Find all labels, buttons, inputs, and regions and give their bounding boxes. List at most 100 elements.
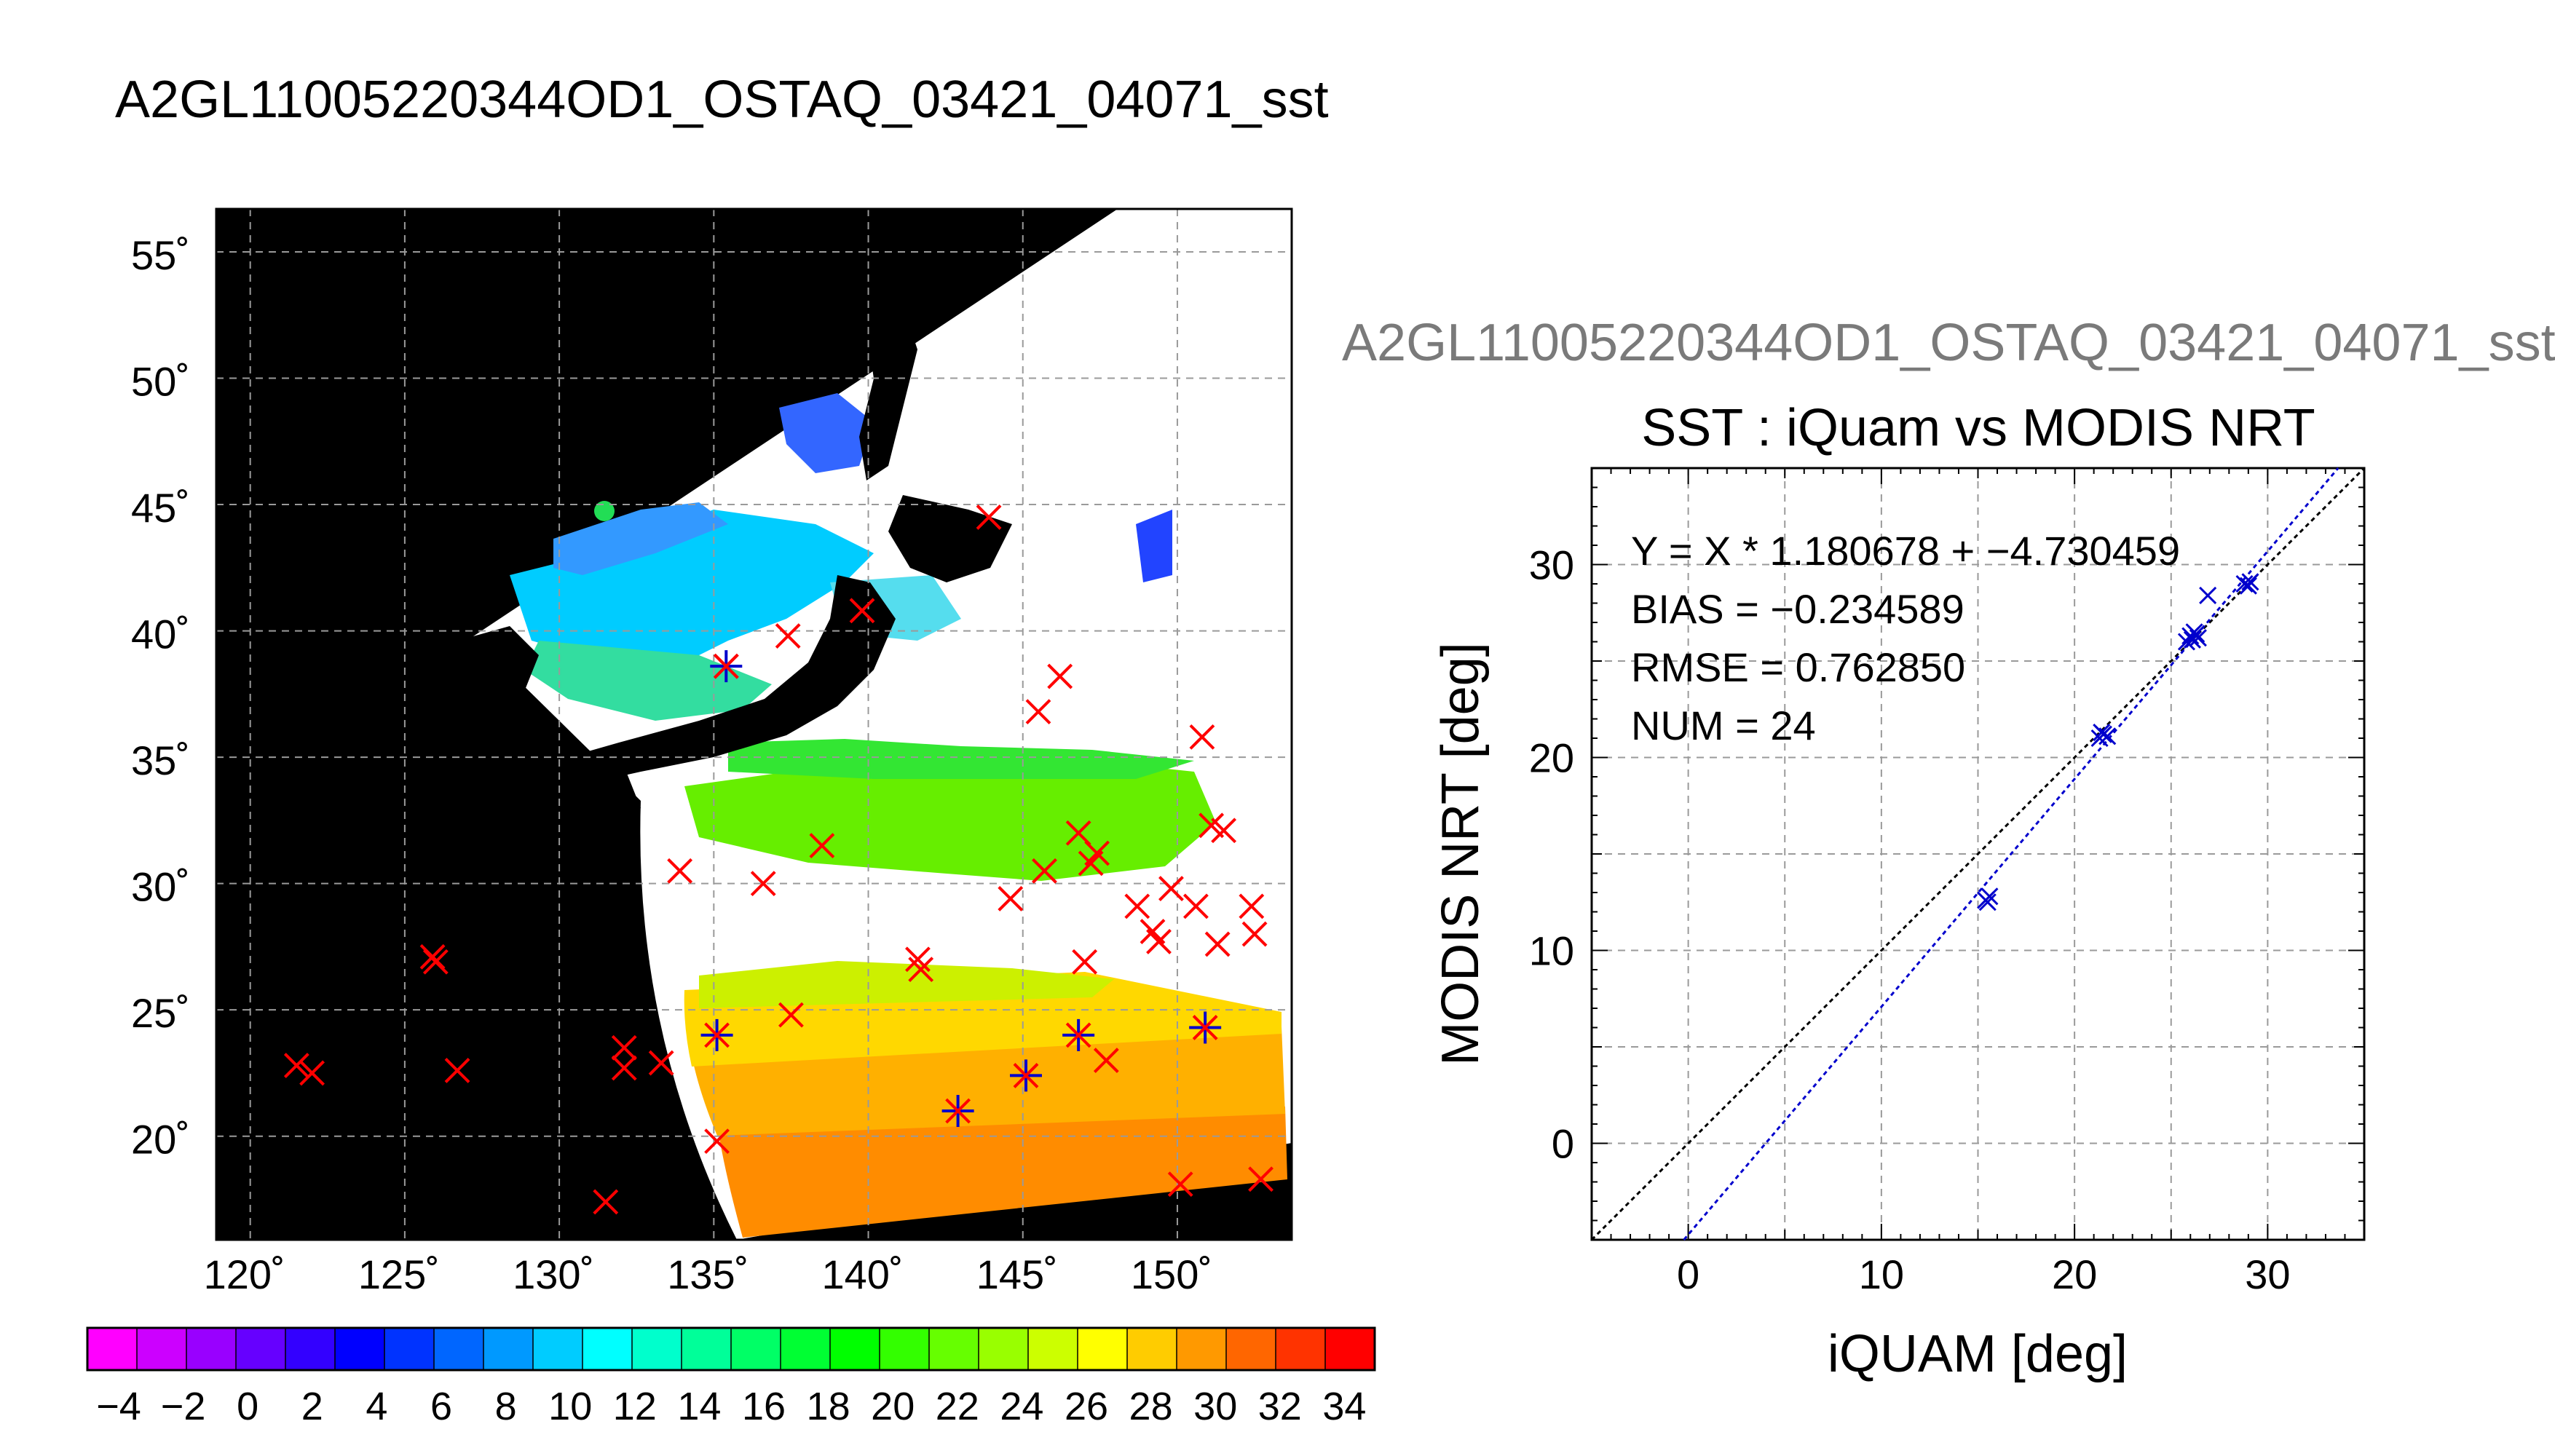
colorbar-label: 4 xyxy=(366,1385,387,1428)
blue-marker xyxy=(1009,1059,1042,1092)
x-axis-label: iQUAM [deg] xyxy=(1828,1325,2128,1383)
colorbar-cell xyxy=(533,1328,583,1370)
land-japan-honshu xyxy=(568,575,896,786)
red-marker-stroke xyxy=(1211,818,1237,844)
colorbar-label: 24 xyxy=(1000,1385,1043,1428)
colorbar-label: 20 xyxy=(871,1385,915,1428)
red-marker-stroke xyxy=(611,1034,637,1061)
cloud-patch xyxy=(910,397,998,477)
colorbar-frame xyxy=(86,1326,1376,1372)
red-marker xyxy=(778,1002,804,1028)
scatter-point xyxy=(2187,625,2205,643)
colorbar-cell xyxy=(830,1328,880,1370)
scatter-point-stroke xyxy=(2187,625,2205,643)
red-marker-stroke xyxy=(1140,919,1166,945)
scatter-point xyxy=(1978,893,1997,911)
colorbar-label: 18 xyxy=(807,1385,850,1428)
colorbar-label: −4 xyxy=(96,1385,141,1428)
latitude-labels: 55˚ 50˚ 45˚ 40˚ 35˚ 30˚ 25˚ 20˚ xyxy=(131,232,190,1163)
red-marker-stroke xyxy=(648,1050,674,1076)
scatter-point-stroke xyxy=(2241,573,2259,591)
red-marker-stroke xyxy=(299,1060,325,1086)
colorbar-cell xyxy=(1177,1328,1227,1370)
red-marker-stroke xyxy=(809,833,835,859)
red-marker xyxy=(704,1128,730,1155)
colorbar-cell xyxy=(434,1328,484,1370)
y-tick-label: 0 xyxy=(1552,1121,1574,1167)
colorbar-cell xyxy=(979,1328,1029,1370)
red-marker xyxy=(1093,1048,1119,1074)
red-marker-stroke xyxy=(998,886,1024,911)
colorbar: −4 −2 0 2 4 6 8 10 12 14 16 18 20 22 24 26 28 30 32 34 xyxy=(86,1326,1376,1428)
red-marker-stroke xyxy=(1065,1022,1091,1048)
red-marker-stroke xyxy=(1241,921,1268,947)
red-marker-stroke xyxy=(1204,931,1231,957)
red-marker xyxy=(444,1058,470,1083)
land-kyushu xyxy=(568,772,641,815)
scatter-lines xyxy=(1590,467,2366,1241)
colorbar-labels: −4 −2 0 2 4 6 8 10 12 14 16 18 20 22 24 26 28 30 32 34 xyxy=(96,1385,1366,1428)
red-marker xyxy=(905,946,931,973)
red-marker-stroke xyxy=(283,1053,309,1078)
red-marker xyxy=(908,957,934,983)
longitude-label: 135˚ xyxy=(667,1251,749,1297)
y-tick-label: 10 xyxy=(1529,928,1574,974)
land-sakhalin xyxy=(859,291,917,480)
red-marker xyxy=(1239,893,1265,919)
colorbar-label: 30 xyxy=(1193,1385,1237,1428)
scatter-point-stroke xyxy=(1978,893,1997,911)
red-marker xyxy=(593,1189,619,1215)
scatter-point-stroke xyxy=(2189,629,2207,647)
colorbar-cell xyxy=(1078,1328,1128,1370)
colorbar-label: 14 xyxy=(677,1385,721,1428)
red-marker-stroke xyxy=(1167,1171,1193,1198)
colorbar-cell xyxy=(583,1328,633,1370)
red-marker-stroke xyxy=(611,1055,637,1081)
sst-band-blue xyxy=(553,502,728,575)
colorbar-cell xyxy=(137,1328,187,1370)
red-marker-stroke xyxy=(1013,1062,1039,1088)
red-marker xyxy=(611,1055,637,1081)
red-marker xyxy=(1241,921,1268,947)
blue-marker xyxy=(1189,1011,1222,1044)
scatter-points xyxy=(1977,573,2259,911)
sst-map: 55˚ 50˚ 45˚ 40˚ 35˚ 30˚ 25˚ 20˚ 120˚ 125˚ 130˚ 135… xyxy=(131,207,1293,1297)
y-tick-labels: 0 10 20 30 xyxy=(1529,542,1574,1167)
scatter-point xyxy=(2235,574,2254,593)
land-hokkaido xyxy=(888,495,1012,582)
scatter-point-stroke xyxy=(2199,586,2217,604)
latitude-label: 20˚ xyxy=(131,1117,190,1163)
latitude-label: 25˚ xyxy=(131,990,190,1036)
red-marker-stroke xyxy=(1084,840,1110,866)
red-marker-stroke xyxy=(667,858,693,884)
colorbar-label: 26 xyxy=(1065,1385,1108,1428)
red-marker-stroke xyxy=(422,949,449,975)
colorbar-cell xyxy=(1276,1328,1326,1370)
red-marker xyxy=(648,1050,674,1076)
scatter-plot: SST : iQuam vs MODIS NRT Y = X * 1.18067… xyxy=(1431,399,2366,1383)
red-marker-stroke xyxy=(1183,893,1209,919)
red-marker xyxy=(998,886,1024,911)
red-marker-stroke xyxy=(849,598,875,624)
longitude-label: 120˚ xyxy=(204,1251,285,1297)
regression-line xyxy=(1683,467,2339,1241)
colorbar-cell xyxy=(929,1328,979,1370)
map-frame xyxy=(215,207,1293,1241)
red-marker-stroke xyxy=(1047,663,1073,689)
latitude-label: 45˚ xyxy=(131,485,190,531)
scatter-point-stroke xyxy=(2235,574,2254,593)
latitude-label: 50˚ xyxy=(131,359,190,405)
scatter-point-stroke xyxy=(2098,727,2117,745)
colorbar-label: 6 xyxy=(430,1385,452,1428)
longitude-labels: 120˚ 125˚ 130˚ 135˚ 140˚ 145˚ 150˚ xyxy=(204,1251,1212,1297)
latitude-label: 55˚ xyxy=(131,232,190,278)
stat-annotation: RMSE = 0.762850 xyxy=(1631,644,1965,690)
scatter-point xyxy=(2241,573,2259,591)
red-marker xyxy=(809,833,835,859)
sst-band-yellowgreen xyxy=(699,961,1114,1008)
colorbar-label: 32 xyxy=(1258,1385,1302,1428)
red-marker-stroke xyxy=(750,871,776,897)
sst-patch-small xyxy=(594,501,615,521)
identity-line xyxy=(1590,467,2366,1241)
